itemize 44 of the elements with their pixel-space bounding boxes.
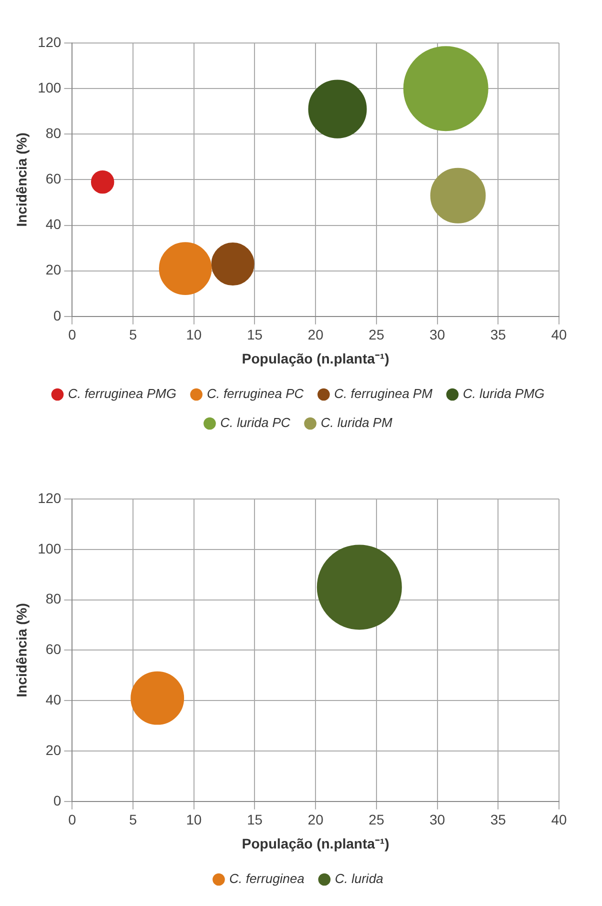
y-tick-label: 0 bbox=[53, 307, 62, 324]
x-tick-label: 0 bbox=[68, 326, 76, 343]
y-tick-label: 20 bbox=[46, 262, 62, 278]
y-axis-title: Incidência (%) bbox=[13, 603, 30, 698]
x-tick-label: 35 bbox=[490, 326, 506, 343]
x-axis-title: População (n.planta⁻¹) bbox=[242, 350, 390, 366]
y-tick-label: 40 bbox=[46, 216, 62, 232]
x-tick-label: 10 bbox=[186, 812, 202, 828]
x-tick-label: 30 bbox=[430, 812, 446, 828]
y-tick-label: 60 bbox=[46, 170, 62, 187]
y-tick-label: 120 bbox=[38, 34, 62, 50]
y-axis-title: Incidência (%) bbox=[13, 132, 30, 227]
x-tick-label: 20 bbox=[308, 812, 324, 828]
y-tick-label: 40 bbox=[46, 691, 62, 708]
x-tick-label: 10 bbox=[186, 326, 202, 343]
legend-label: C. lurida PM bbox=[320, 415, 392, 430]
x-tick-label: 25 bbox=[368, 326, 384, 343]
legend-label: C. ferruginea PC bbox=[206, 386, 304, 402]
x-tick-label: 5 bbox=[129, 326, 138, 343]
x-tick-label: 5 bbox=[129, 812, 138, 828]
y-tick-label: 100 bbox=[38, 79, 62, 96]
y-tick-label: 20 bbox=[46, 742, 62, 758]
x-tick-label: 40 bbox=[551, 326, 567, 343]
legend-label: C. lurida bbox=[334, 871, 384, 886]
legend-label: C. lurida PC bbox=[220, 415, 291, 430]
y-tick-label: 80 bbox=[46, 124, 62, 141]
x-tick-label: 0 bbox=[68, 812, 76, 828]
y-tick-label: 80 bbox=[46, 590, 62, 607]
x-tick-label: 20 bbox=[308, 326, 324, 343]
legend-label: C. ferruginea bbox=[229, 871, 304, 886]
x-axis-title: População (n.planta⁻¹) bbox=[242, 835, 390, 852]
x-tick-label: 35 bbox=[490, 812, 506, 828]
x-tick-label: 30 bbox=[430, 326, 446, 343]
x-tick-label: 15 bbox=[246, 812, 263, 828]
y-tick-label: 100 bbox=[38, 540, 62, 556]
x-tick-label: 15 bbox=[246, 326, 263, 343]
legend-label: C. lurida PMG bbox=[462, 386, 545, 402]
legend-label: C. ferruginea PM bbox=[334, 386, 433, 402]
x-tick-label: 25 bbox=[368, 812, 384, 828]
x-tick-label: 40 bbox=[551, 812, 567, 828]
legend-label: C. ferruginea PMG bbox=[68, 386, 176, 402]
y-tick-label: 60 bbox=[46, 641, 62, 658]
y-tick-label: 0 bbox=[53, 792, 62, 808]
y-tick-label: 120 bbox=[38, 490, 62, 506]
